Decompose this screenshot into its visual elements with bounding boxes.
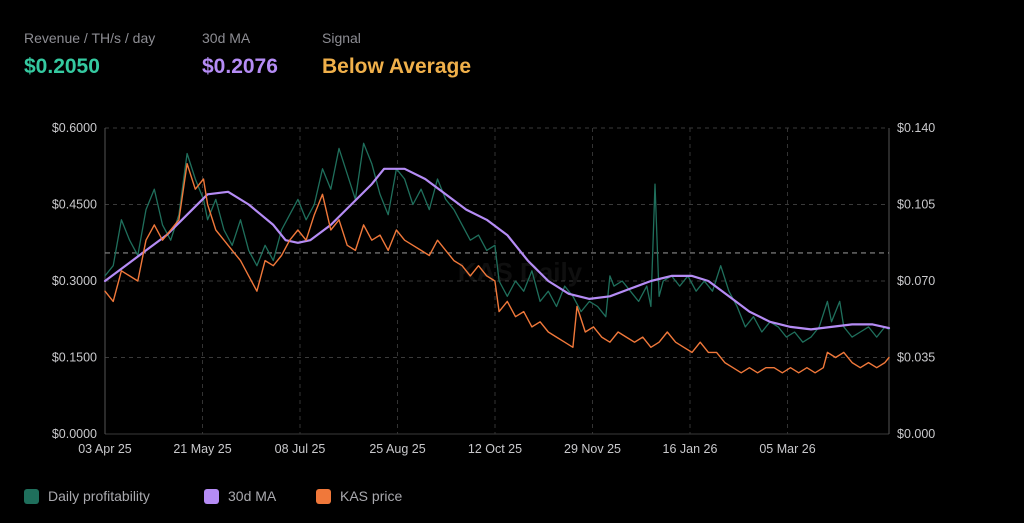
x-tick-label: 21 May 25 — [173, 442, 231, 456]
signal-value: Below Average — [322, 55, 471, 78]
chart-watermark: KAS Daily — [458, 257, 583, 287]
x-tick-label: 03 Apr 25 — [78, 442, 132, 456]
legend-label: Daily profitability — [48, 488, 150, 504]
y-right-tick-label: $0.070 — [897, 274, 935, 288]
x-tick-label: 29 Nov 25 — [564, 442, 621, 456]
x-tick-label: 12 Oct 25 — [468, 442, 522, 456]
kas-price-swatch-icon — [316, 488, 331, 504]
y-right-tick-label: $0.105 — [897, 198, 935, 212]
revenue-stat: Revenue / TH/s / day $0.2050 — [24, 30, 155, 79]
y-left-tick-label: $0.3000 — [52, 274, 97, 288]
y-left-tick-label: $0.1500 — [52, 351, 97, 365]
legend-item-daily-profitability[interactable]: Daily profitability — [24, 488, 150, 504]
legend-item-kas-price[interactable]: KAS price — [316, 488, 402, 504]
y-right-tick-label: $0.000 — [897, 427, 935, 441]
signal-stat: Signal Below Average — [322, 30, 471, 79]
y-right-tick-label: $0.035 — [897, 351, 935, 365]
x-tick-label: 05 Mar 26 — [759, 442, 815, 456]
y-left-tick-label: $0.6000 — [52, 121, 97, 135]
revenue-label: Revenue / TH/s / day — [24, 30, 156, 46]
revenue-value: $0.2050 — [24, 55, 100, 78]
series-line-30d-ma — [103, 167, 891, 331]
legend-label: KAS price — [340, 488, 403, 504]
x-tick-label: 25 Aug 25 — [369, 442, 425, 456]
y-right-tick-label: $0.140 — [897, 121, 935, 135]
legend-item-30d-ma[interactable]: 30d MA — [204, 488, 276, 504]
y-left-tick-label: $0.4500 — [52, 198, 97, 212]
ma-value: $0.2076 — [202, 55, 278, 78]
x-tick-label: 08 Jul 25 — [275, 442, 326, 456]
x-tick-label: 16 Jan 26 — [663, 442, 718, 456]
ma-swatch-icon — [204, 488, 219, 504]
series-line-daily-profitability — [104, 142, 890, 343]
daily-profitability-swatch-icon — [24, 488, 39, 504]
ma-stat: 30d MA $0.2076 — [202, 30, 278, 79]
y-left-tick-label: $0.0000 — [52, 427, 97, 441]
ma-label: 30d MA — [202, 30, 251, 46]
series-line-kas-price — [104, 163, 890, 374]
legend-label: 30d MA — [228, 488, 277, 504]
signal-label: Signal — [322, 30, 361, 46]
